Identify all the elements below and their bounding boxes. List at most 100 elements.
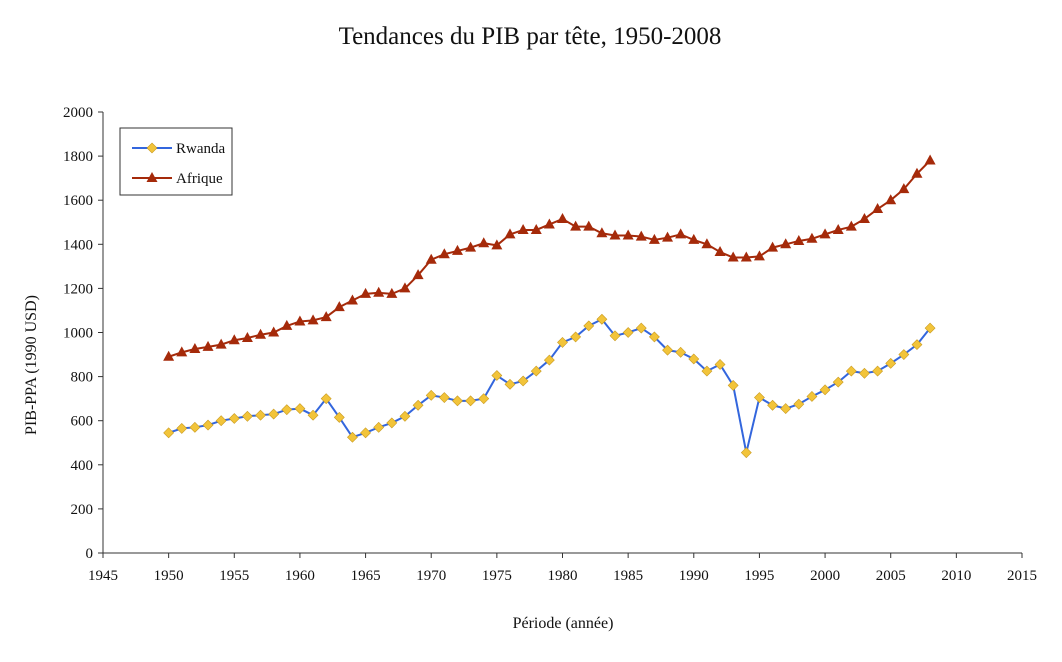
point (753, 250, 765, 261)
point (740, 251, 752, 262)
point (596, 227, 608, 238)
point (701, 365, 713, 377)
point (333, 301, 345, 312)
point (583, 320, 595, 332)
point (530, 365, 542, 377)
y-tick-label: 1600 (63, 193, 93, 209)
point (268, 326, 280, 337)
point (241, 410, 253, 422)
point (412, 269, 424, 280)
legend-marker (146, 172, 158, 182)
point (675, 228, 687, 239)
x-tick-label: 2000 (810, 568, 840, 584)
point (793, 234, 805, 245)
point (727, 379, 739, 391)
point (885, 194, 897, 205)
point (425, 253, 437, 264)
point (688, 233, 700, 244)
y-tick-label: 2000 (63, 105, 93, 121)
point (465, 241, 477, 252)
point (596, 313, 608, 325)
y-tick-label: 200 (71, 502, 94, 518)
y-tick-label: 1400 (63, 237, 93, 253)
point (451, 244, 463, 255)
point (635, 230, 647, 241)
point (701, 238, 713, 249)
y-tick-label: 600 (71, 414, 94, 430)
point (373, 421, 385, 433)
legend-marker (146, 142, 158, 154)
point (399, 410, 411, 422)
point (858, 212, 870, 223)
point (215, 415, 227, 427)
point (399, 282, 411, 293)
point (163, 350, 175, 361)
point (412, 399, 424, 411)
point (504, 378, 516, 390)
point (228, 334, 240, 345)
point (609, 229, 621, 240)
point (517, 375, 529, 387)
point (924, 322, 936, 334)
point (780, 403, 792, 414)
point (241, 332, 253, 343)
y-axis-label: PIB-PPA (1990 USD) (23, 295, 40, 435)
point (767, 241, 779, 252)
point (438, 248, 450, 259)
point (740, 447, 752, 459)
y-tick-label: 1000 (63, 326, 93, 342)
point (635, 322, 647, 334)
point (622, 327, 634, 338)
point (478, 393, 490, 405)
point (754, 392, 765, 403)
point (648, 331, 660, 343)
chart-title: Tendances du PIB par tête, 1950-2008 (339, 23, 722, 50)
point (819, 228, 831, 239)
point (333, 411, 345, 423)
point (885, 357, 897, 369)
point (320, 393, 332, 405)
x-tick-label: 1950 (154, 568, 184, 584)
point (320, 311, 332, 322)
point (346, 294, 358, 305)
point (163, 427, 175, 439)
point (504, 228, 516, 239)
x-tick-label: 1975 (482, 568, 512, 584)
point (898, 183, 910, 194)
point (215, 338, 227, 349)
point (898, 349, 910, 360)
point (491, 239, 503, 250)
point (281, 404, 293, 416)
point (570, 331, 582, 343)
point (281, 319, 293, 330)
point (360, 287, 372, 298)
point (845, 220, 857, 231)
point (425, 389, 437, 401)
point (294, 315, 306, 326)
point (727, 251, 739, 262)
point (832, 223, 844, 234)
point (714, 359, 726, 370)
point (832, 376, 844, 388)
point (543, 218, 555, 229)
point (176, 422, 188, 434)
point (255, 328, 267, 339)
legend-label: Afrique (176, 171, 223, 187)
point (268, 408, 280, 420)
point (452, 395, 463, 407)
point (307, 314, 319, 325)
point (543, 354, 555, 366)
point (767, 399, 778, 411)
x-tick-label: 1985 (613, 568, 643, 584)
point (478, 237, 490, 248)
x-axis-label: Période (année) (513, 615, 614, 632)
point (465, 395, 477, 407)
point (360, 427, 371, 439)
point (570, 220, 582, 231)
point (714, 246, 726, 257)
point (609, 330, 621, 342)
point (438, 392, 450, 403)
y-tick-label: 1800 (63, 149, 93, 165)
point (859, 367, 870, 379)
point (911, 339, 923, 351)
